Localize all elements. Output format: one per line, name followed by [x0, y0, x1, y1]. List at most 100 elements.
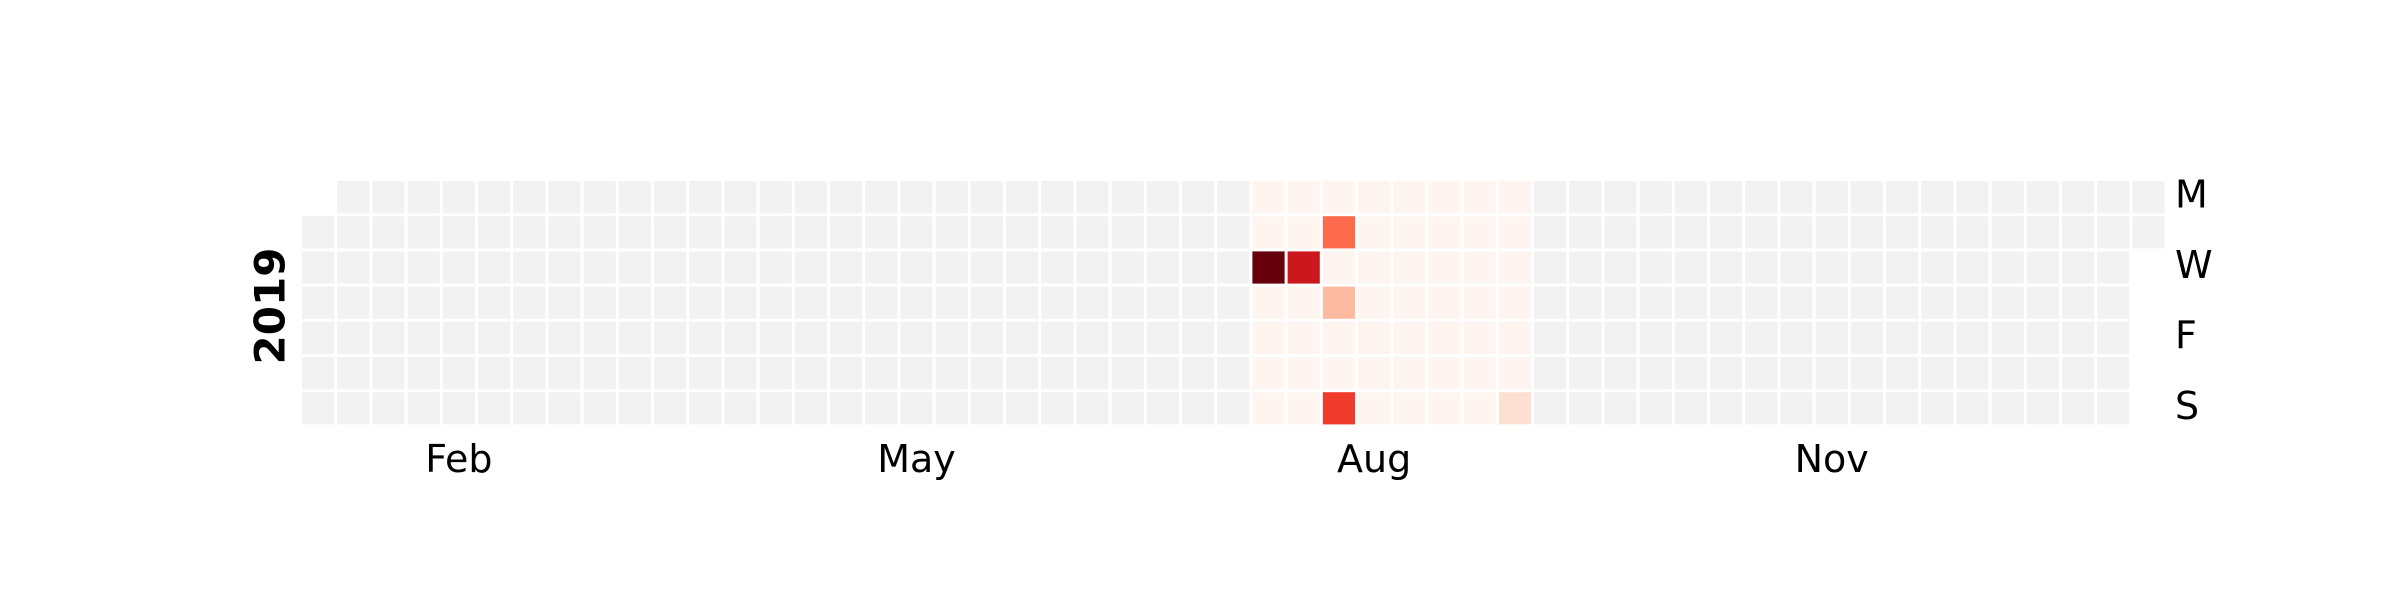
heatmap-cell-2019-04-01 — [759, 181, 792, 214]
heatmap-cell-2019-01-28 — [442, 181, 475, 214]
heatmap-cell-2019-09-27 — [1639, 321, 1672, 354]
heatmap-cell-2019-01-29 — [442, 216, 475, 249]
heatmap-cell-2019-04-10 — [794, 251, 827, 284]
weekday-label-m: M — [2175, 173, 2208, 217]
heatmap-cell-2019-10-23 — [1780, 251, 1813, 284]
heatmap-cell-2019-03-07 — [618, 286, 651, 319]
heatmap-cell-2019-11-28 — [1956, 286, 1989, 319]
heatmap-cell-2019-01-25 — [407, 321, 440, 354]
heatmap-cell-2019-02-18 — [548, 181, 581, 214]
heatmap-cell-2019-08-31 — [1498, 357, 1531, 390]
heatmap-cell-2019-08-09 — [1393, 321, 1426, 354]
heatmap-cell-2019-05-03 — [900, 321, 933, 354]
heatmap-cell-2019-04-30 — [900, 216, 933, 249]
heatmap-cell-2019-02-02 — [442, 357, 475, 390]
month-label-nov: Nov — [1795, 437, 1869, 481]
heatmap-cell-2019-05-16 — [970, 286, 1003, 319]
heatmap-cell-2019-08-14 — [1428, 251, 1461, 284]
heatmap-cell-2019-12-02 — [1991, 181, 2024, 214]
heatmap-cell-2019-03-16 — [654, 357, 687, 390]
heatmap-cell-2019-04-17 — [830, 251, 863, 284]
heatmap-cell-2019-10-09 — [1710, 251, 1743, 284]
heatmap-cell-2019-01-14 — [372, 181, 405, 214]
heatmap-cell-2019-06-24 — [1182, 181, 1215, 214]
heatmap-cell-2019-05-08 — [935, 251, 968, 284]
heatmap-cell-2019-03-18 — [689, 181, 722, 214]
heatmap-cell-2019-07-03 — [1217, 251, 1250, 284]
heatmap-cell-2019-01-12 — [337, 357, 370, 390]
heatmap-cell-2019-01-26 — [407, 357, 440, 390]
heatmap-cell-2019-06-01 — [1041, 357, 1074, 390]
heatmap-cell-2019-11-25 — [1956, 181, 1989, 214]
heatmap-cell-2019-10-04 — [1674, 321, 1707, 354]
heatmap-cell-2019-10-13 — [1710, 392, 1743, 425]
heatmap-cell-2019-03-26 — [724, 216, 757, 249]
heatmap-cell-2019-05-28 — [1041, 216, 1074, 249]
heatmap-cell-2019-10-20 — [1745, 392, 1778, 425]
weekday-label-s: S — [2175, 384, 2199, 428]
heatmap-cell-2019-09-01 — [1498, 392, 1531, 425]
heatmap-cell-2019-07-30 — [1358, 216, 1391, 249]
heatmap-cell-2019-09-04 — [1534, 251, 1567, 284]
heatmap-cell-2019-10-26 — [1780, 357, 1813, 390]
heatmap-cell-2019-07-15 — [1287, 181, 1320, 214]
heatmap-cell-2019-07-26 — [1322, 321, 1355, 354]
heatmap-cell-2019-11-26 — [1956, 216, 1989, 249]
heatmap-cell-2019-06-17 — [1146, 181, 1179, 214]
heatmap-cell-2019-08-07 — [1393, 251, 1426, 284]
heatmap-cell-2019-08-05 — [1393, 181, 1426, 214]
heatmap-cell-2019-02-09 — [478, 357, 511, 390]
heatmap-cell-2019-06-19 — [1146, 251, 1179, 284]
month-labels: Feb May Aug Nov — [425, 437, 1869, 481]
heatmap-cell-2019-07-09 — [1252, 216, 1285, 249]
heatmap-cell-2019-08-12 — [1428, 181, 1461, 214]
heatmap-cell-2019-03-27 — [724, 251, 757, 284]
heatmap-cell-2019-12-01 — [1956, 392, 1989, 425]
month-label-may: May — [877, 437, 956, 481]
heatmap-cell-2019-04-22 — [865, 181, 898, 214]
heatmap-cell-2019-06-11 — [1111, 216, 1144, 249]
heatmap-cell-2019-03-11 — [654, 181, 687, 214]
heatmap-cell-2019-12-15 — [2026, 392, 2059, 425]
heatmap-cell-2019-09-02 — [1534, 181, 1567, 214]
heatmap-cell-2019-06-20 — [1146, 286, 1179, 319]
heatmap-cell-2019-12-09 — [2026, 181, 2059, 214]
heatmap-cell-2019-08-29 — [1498, 286, 1531, 319]
heatmap-cell-2019-01-09 — [337, 251, 370, 284]
heatmap-cell-2019-02-11 — [513, 181, 546, 214]
heatmap-cell-2019-07-14 — [1252, 392, 1285, 425]
heatmap-cell-2019-12-27 — [2097, 321, 2130, 354]
heatmap-cell-2019-09-05 — [1534, 286, 1567, 319]
heatmap-cell-2019-02-04 — [478, 181, 511, 214]
heatmap-cell-2019-12-08 — [1991, 392, 2024, 425]
heatmap-cell-2019-01-18 — [372, 321, 405, 354]
heatmap-cell-2019-06-03 — [1076, 181, 1109, 214]
heatmap-cell-2019-03-13 — [654, 251, 687, 284]
heatmap-cell-2019-01-11 — [337, 321, 370, 354]
heatmap-cell-2019-10-28 — [1815, 181, 1848, 214]
heatmap-cell-2019-06-22 — [1146, 357, 1179, 390]
heatmap-cell-2019-07-24 — [1322, 251, 1355, 284]
heatmap-cell-2019-01-02 — [302, 251, 335, 284]
heatmap-cell-2019-05-14 — [970, 216, 1003, 249]
heatmap-cell-2019-04-02 — [759, 216, 792, 249]
heatmap-cell-2019-06-29 — [1182, 357, 1215, 390]
heatmap-cell-2019-02-24 — [548, 392, 581, 425]
heatmap-cell-2019-12-23 — [2097, 181, 2130, 214]
heatmap-cell-2019-02-21 — [548, 286, 581, 319]
heatmap-cell-2019-12-05 — [1991, 286, 2024, 319]
heatmap-cell-2019-07-16 — [1287, 216, 1320, 249]
heatmap-cell-2019-05-09 — [935, 286, 968, 319]
heatmap-cell-2019-04-28 — [865, 392, 898, 425]
heatmap-cell-2019-11-13 — [1886, 251, 1919, 284]
heatmap-cell-2019-02-12 — [513, 216, 546, 249]
heatmap-cell-2019-12-10 — [2026, 216, 2059, 249]
heatmap-cell-2019-04-21 — [830, 392, 863, 425]
heatmap-cell-2019-05-20 — [1006, 181, 1039, 214]
heatmap-cell-2019-04-23 — [865, 216, 898, 249]
heatmap-cell-2019-05-10 — [935, 321, 968, 354]
heatmap-cell-2019-01-03 — [302, 286, 335, 319]
heatmap-cell-2019-02-17 — [513, 392, 546, 425]
heatmap-cell-2019-09-30 — [1674, 181, 1707, 214]
heatmap-cell-2019-12-12 — [2026, 286, 2059, 319]
